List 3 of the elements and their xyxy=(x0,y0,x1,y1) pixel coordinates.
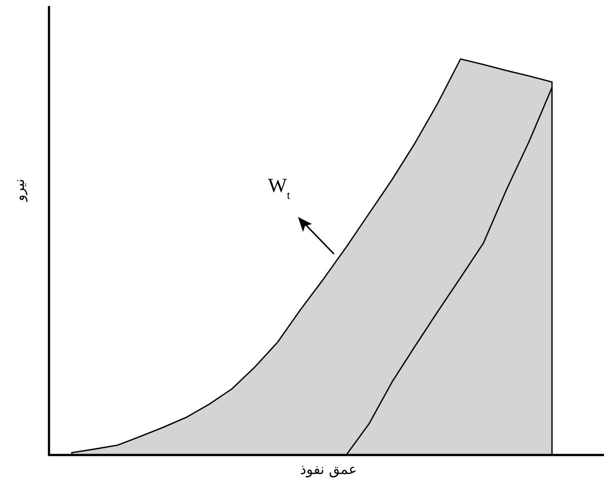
annotation: W$_{t}$ xyxy=(268,175,291,202)
y-axis-title: نیرو xyxy=(12,178,28,202)
x-axis-title: عمق نفوذ xyxy=(300,462,358,478)
